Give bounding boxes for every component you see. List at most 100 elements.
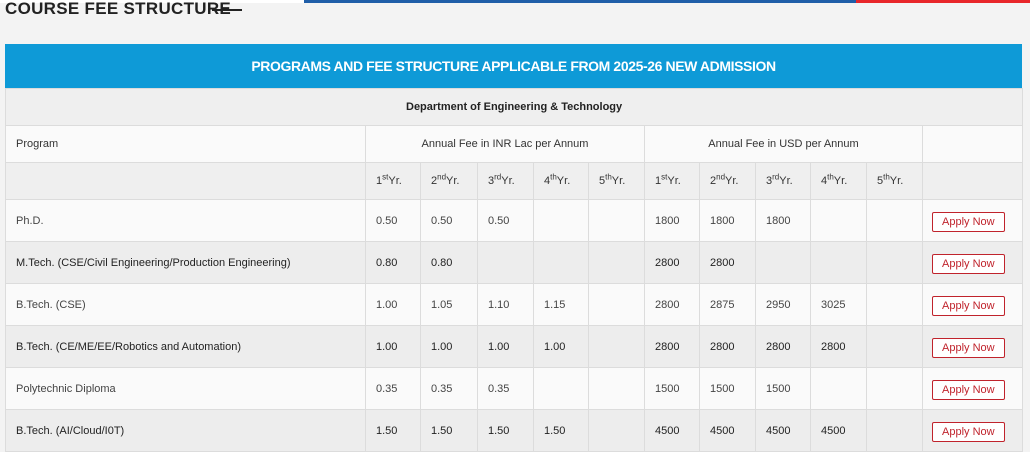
- inr-fee-cell: [588, 409, 645, 452]
- usd-fee-cell: 2800: [810, 325, 867, 368]
- program-row: B.Tech. (AI/Cloud/I0T) 1.50 1.50 1.50 1.50 45…: [5, 409, 1024, 452]
- department-name: Department of Engineering & Technology: [4, 88, 1024, 126]
- year-ordinal-suffix: st: [661, 172, 668, 182]
- apply-now-button[interactable]: Apply Now: [932, 295, 1005, 316]
- inr-fee-cell: 0.50: [365, 199, 421, 242]
- accent-segment-red: [856, 0, 1030, 3]
- year-ordinal-suffix: th: [605, 172, 612, 182]
- inr-fee-cell: 1.50: [477, 409, 534, 452]
- program-row: B.Tech. (CE/ME/EE/Robotics and Automatio…: [5, 325, 1024, 368]
- year-number: 5: [599, 175, 606, 187]
- program-row: Ph.D. 0.50 0.50 0.50 1800 1800 1800 Apply Now: [5, 199, 1024, 242]
- program-row: Polytechnic Diploma 0.35 0.35 0.35 1500 1500 1…: [5, 367, 1024, 410]
- program-row: M.Tech. (CSE/Civil Engineering/Productio…: [5, 241, 1024, 284]
- usd-fee-cell: 4500: [699, 409, 756, 452]
- inr-fee-cell: [533, 367, 589, 410]
- inr-year-header: 1stYr.: [365, 162, 421, 200]
- usd-fee-cell: [755, 241, 811, 284]
- group-header-row: Program Annual Fee in INR Lac per Annum …: [5, 125, 1024, 163]
- program-name: B.Tech. (CE/ME/EE/Robotics and Automatio…: [5, 325, 366, 368]
- apply-now-button[interactable]: Apply Now: [932, 337, 1005, 358]
- inr-fee-cell: [588, 283, 645, 326]
- apply-now-button[interactable]: Apply Now: [932, 379, 1005, 400]
- accent-segment-white: [0, 0, 304, 3]
- usd-fee-cell: 2875: [699, 283, 756, 326]
- usd-fee-cell: [866, 367, 923, 410]
- inr-fee-cell: 1.05: [420, 283, 478, 326]
- usd-fee-cell: 4500: [644, 409, 700, 452]
- usd-fee-cell: [866, 241, 923, 284]
- year-number: 3: [488, 175, 495, 187]
- inr-fee-cell: 0.35: [477, 367, 534, 410]
- usd-fee-cell: 1500: [699, 367, 756, 410]
- program-name: B.Tech. (CSE): [5, 283, 366, 326]
- inr-fee-cell: 1.15: [533, 283, 589, 326]
- program-name: Ph.D.: [5, 199, 366, 242]
- inr-fee-cell: 0.50: [420, 199, 478, 242]
- usd-fee-cell: [810, 367, 867, 410]
- inr-fee-cell: 1.00: [533, 325, 589, 368]
- year-ordinal-suffix: nd: [437, 172, 447, 182]
- inr-fee-cell: 0.50: [477, 199, 534, 242]
- action-cell: Apply Now: [921, 241, 1024, 284]
- year-header-row: 1stYr. 2ndYr. 3rdYr. 4thYr. 5thYr. 1stYr. 2ndY…: [5, 162, 1024, 200]
- usd-fee-cell: 3025: [810, 283, 867, 326]
- usd-fee-cell: 2950: [755, 283, 811, 326]
- inr-fee-header: Annual Fee in INR Lac per Annum: [365, 125, 645, 163]
- usd-fee-cell: 2800: [644, 325, 700, 368]
- inr-fee-cell: 0.80: [365, 241, 421, 284]
- action-cell: Apply Now: [921, 409, 1024, 452]
- usd-fee-header: Annual Fee in USD per Annum: [644, 125, 923, 163]
- year-abbrev: Yr.: [833, 175, 848, 187]
- inr-fee-cell: 1.10: [477, 283, 534, 326]
- year-number: 2: [710, 175, 717, 187]
- inr-fee-cell: 1.50: [420, 409, 478, 452]
- inr-fee-cell: 1.00: [365, 325, 421, 368]
- usd-fee-cell: 2800: [755, 325, 811, 368]
- program-name: Polytechnic Diploma: [5, 367, 366, 410]
- year-abbrev: Yr.: [388, 175, 402, 187]
- program-name: M.Tech. (CSE/Civil Engineering/Productio…: [5, 241, 366, 284]
- usd-year-header: 3rdYr.: [755, 162, 811, 200]
- year-ordinal-suffix: rd: [494, 172, 502, 182]
- usd-fee-cell: 1800: [755, 199, 811, 242]
- usd-fee-cell: 4500: [810, 409, 867, 452]
- section-title: COURSE FEE STRUCTURE: [5, 0, 232, 18]
- usd-fee-cell: 2800: [644, 241, 700, 284]
- inr-fee-cell: [588, 241, 645, 284]
- inr-fee-cell: [588, 325, 645, 368]
- fee-banner: PROGRAMS AND FEE STRUCTURE APPLICABLE FR…: [5, 44, 1022, 88]
- usd-year-header: 5thYr.: [866, 162, 923, 200]
- accent-segment-blue: [304, 0, 856, 3]
- apply-now-button[interactable]: Apply Now: [932, 421, 1005, 442]
- year-abbrev: Yr.: [501, 175, 515, 187]
- program-header: Program: [5, 125, 366, 163]
- usd-fee-cell: 1500: [644, 367, 700, 410]
- usd-fee-cell: [866, 283, 923, 326]
- usd-fee-cell: 1800: [699, 199, 756, 242]
- fee-table-body: Department of Engineering & Technology P…: [4, 88, 1024, 452]
- year-ordinal-suffix: rd: [772, 172, 780, 182]
- inr-year-header: 5thYr.: [588, 162, 645, 200]
- apply-now-button[interactable]: Apply Now: [932, 211, 1005, 232]
- program-name: B.Tech. (AI/Cloud/I0T): [5, 409, 366, 452]
- title-dash-divider: [212, 9, 242, 11]
- inr-year-header: 4thYr.: [533, 162, 589, 200]
- usd-fee-cell: 1500: [755, 367, 811, 410]
- usd-fee-cell: [866, 409, 923, 452]
- inr-fee-cell: 0.80: [420, 241, 478, 284]
- year-ordinal-suffix: nd: [716, 172, 726, 182]
- usd-fee-cell: 2800: [699, 325, 756, 368]
- program-row: B.Tech. (CSE) 1.00 1.05 1.10 1.15 2800 2875 295…: [5, 283, 1024, 326]
- year-number: 3: [766, 175, 773, 187]
- inr-fee-cell: 1.00: [420, 325, 478, 368]
- apply-now-button[interactable]: Apply Now: [932, 253, 1005, 274]
- inr-fee-cell: 1.00: [477, 325, 534, 368]
- action-cell: Apply Now: [921, 199, 1024, 242]
- year-header-action-spacer: [921, 162, 1024, 200]
- inr-fee-cell: [588, 367, 645, 410]
- usd-year-header: 4thYr.: [810, 162, 867, 200]
- year-ordinal-suffix: th: [550, 172, 557, 182]
- year-abbrev: Yr.: [779, 175, 793, 187]
- year-abbrev: Yr.: [611, 175, 626, 187]
